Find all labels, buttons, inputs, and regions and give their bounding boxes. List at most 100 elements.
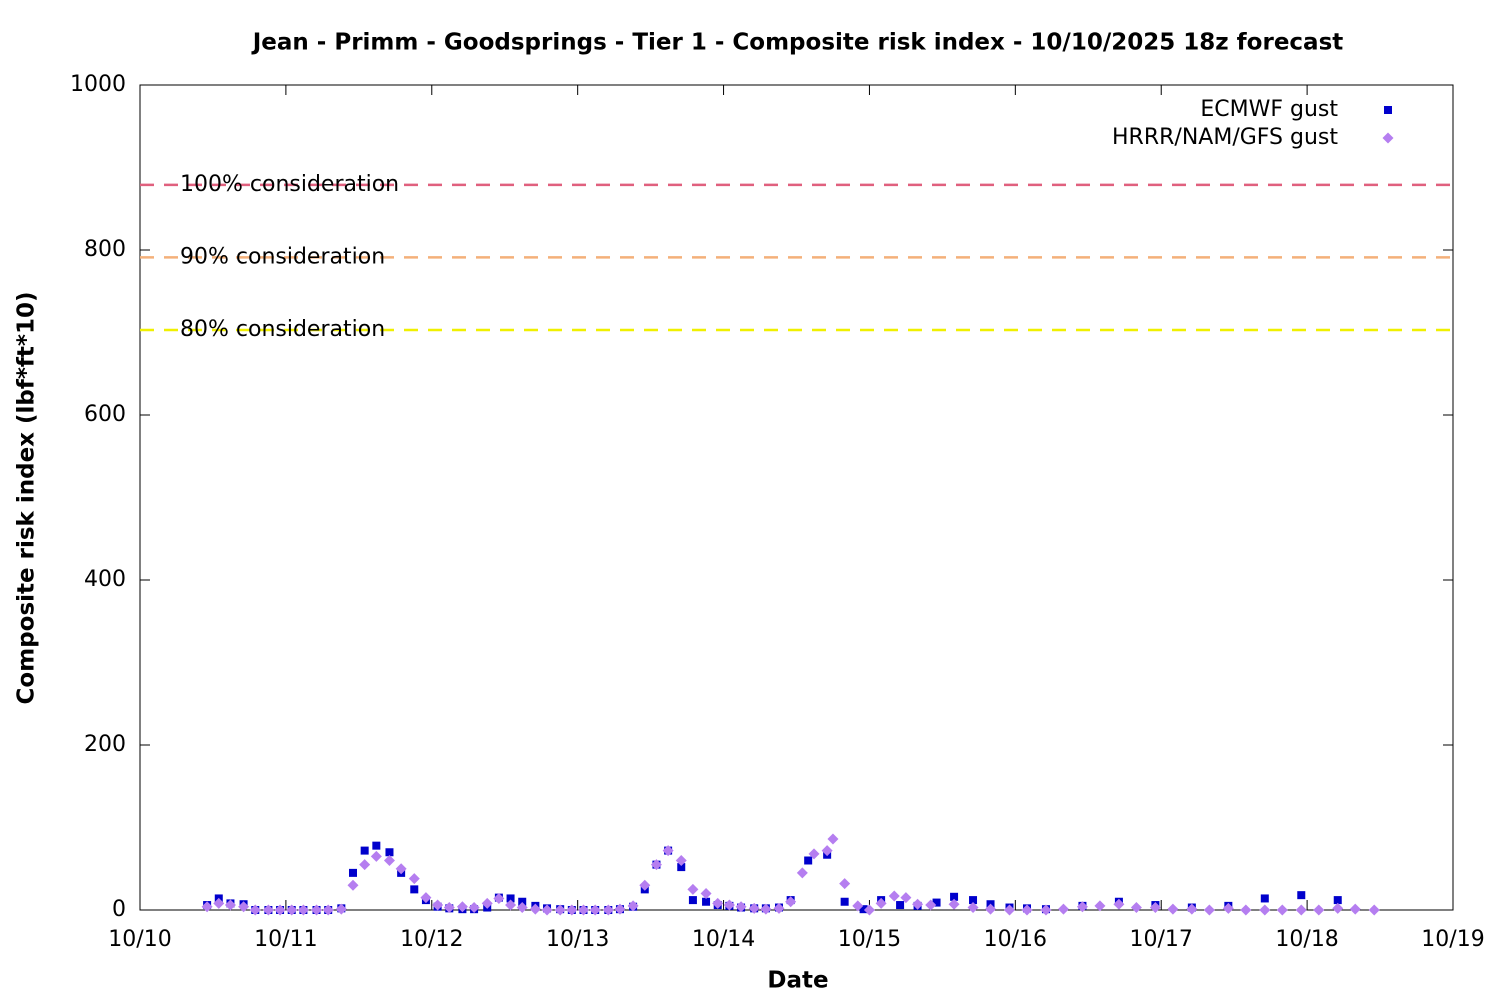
- data-point: [262, 904, 274, 916]
- data-point: [370, 850, 382, 862]
- data-point: [827, 833, 839, 845]
- data-point: [408, 873, 420, 885]
- x-tick-label: 10/15: [838, 927, 901, 952]
- y-axis-label: Composite risk index (lbf*ft*10): [14, 292, 40, 705]
- data-point: [677, 863, 686, 872]
- data-point: [627, 900, 639, 912]
- data-point: [224, 899, 236, 911]
- y-tick-label: 400: [84, 567, 126, 592]
- y-tick-label: 0: [112, 897, 126, 922]
- data-point: [614, 903, 626, 915]
- data-point: [360, 846, 369, 855]
- data-point: [541, 904, 553, 916]
- data-point: [516, 902, 528, 914]
- data-point: [1040, 904, 1052, 916]
- data-point: [1076, 901, 1088, 913]
- x-tick-label: 10/11: [254, 927, 317, 952]
- data-point: [859, 905, 868, 914]
- data-point: [1332, 902, 1344, 914]
- data-point: [1203, 904, 1215, 916]
- data-point: [723, 899, 735, 911]
- data-point: [481, 897, 493, 909]
- data-point: [249, 904, 261, 916]
- data-point: [505, 899, 517, 911]
- data-point: [1276, 904, 1288, 916]
- x-tick-label: 10/19: [1421, 927, 1484, 952]
- data-point: [840, 897, 849, 906]
- x-tick-label: 10/13: [546, 927, 609, 952]
- data-point: [385, 848, 394, 857]
- threshold-label: 100% consideration: [180, 172, 399, 197]
- data-point: [796, 867, 808, 879]
- data-point: [662, 845, 674, 857]
- data-point: [896, 901, 905, 910]
- x-tick-label: 10/14: [692, 927, 755, 952]
- x-axis-label: Date: [767, 968, 828, 994]
- data-point: [804, 856, 813, 865]
- data-point: [395, 863, 407, 875]
- data-point: [702, 897, 711, 906]
- x-tick-label: 10/17: [1130, 927, 1193, 952]
- data-point: [322, 904, 334, 916]
- x-tick-label: 10/16: [984, 927, 1047, 952]
- data-point: [493, 892, 505, 904]
- threshold-label: 90% consideration: [180, 244, 385, 269]
- data-point: [554, 904, 566, 916]
- data-point: [1368, 904, 1380, 916]
- data-point: [950, 892, 959, 901]
- data-point: [821, 845, 833, 857]
- data-point: [1349, 903, 1361, 915]
- data-point: [201, 901, 213, 913]
- data-point: [238, 901, 250, 913]
- data-point: [688, 896, 697, 905]
- data-point: [785, 896, 797, 908]
- legend-label: ECMWF gust: [1200, 97, 1338, 122]
- data-point: [675, 855, 687, 866]
- data-point: [1021, 904, 1033, 916]
- data-point: [852, 900, 864, 912]
- data-point: [566, 904, 578, 916]
- data-point: [456, 901, 468, 913]
- threshold-label: 80% consideration: [180, 317, 385, 342]
- data-point: [420, 892, 432, 904]
- data-point: [900, 892, 912, 904]
- data-point: [875, 897, 887, 909]
- data-point: [1297, 891, 1306, 900]
- data-point: [1094, 900, 1106, 912]
- data-point: [948, 898, 960, 910]
- data-point: [912, 898, 924, 910]
- data-point: [589, 904, 601, 916]
- data-point: [712, 897, 724, 909]
- data-point: [748, 902, 760, 914]
- plot-frame: [139, 84, 1454, 911]
- data-point: [650, 859, 662, 871]
- data-point: [335, 903, 347, 915]
- data-point: [1057, 903, 1069, 915]
- x-tick-label: 10/10: [108, 927, 171, 952]
- data-point: [932, 898, 941, 907]
- data-point: [602, 904, 614, 916]
- data-point: [700, 888, 712, 899]
- data-point: [1313, 904, 1325, 916]
- y-tick-label: 800: [84, 237, 126, 262]
- data-point: [383, 855, 395, 866]
- y-tick-label: 600: [84, 402, 126, 427]
- data-point: [578, 904, 590, 916]
- data-point: [1149, 902, 1161, 914]
- data-point: [863, 904, 875, 916]
- data-point: [311, 904, 323, 916]
- data-point: [969, 896, 978, 905]
- data-point: [985, 903, 997, 915]
- data-point: [372, 841, 381, 850]
- data-point: [1167, 903, 1179, 915]
- data-point: [468, 902, 480, 914]
- data-point: [1113, 898, 1125, 910]
- data-point: [410, 885, 419, 894]
- data-point: [687, 883, 699, 895]
- data-point: [213, 897, 225, 909]
- data-point: [1130, 902, 1142, 914]
- data-point: [529, 903, 541, 915]
- data-point: [297, 904, 309, 916]
